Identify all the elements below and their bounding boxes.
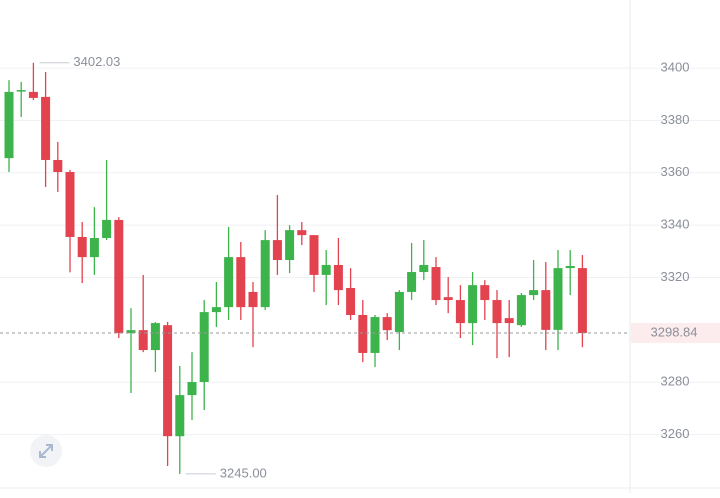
- candle-body: [370, 317, 380, 353]
- y-tick-label: 3380: [661, 112, 690, 127]
- candle-body: [77, 236, 87, 258]
- expand-icon[interactable]: [30, 435, 62, 467]
- candle-body: [199, 312, 209, 383]
- y-tick-label: 3320: [661, 269, 690, 284]
- candle-body: [211, 307, 221, 313]
- candle-body: [577, 268, 587, 334]
- candle-body: [150, 323, 160, 351]
- candle-body: [260, 240, 270, 308]
- y-tick-label: 3340: [661, 217, 690, 232]
- min-label: 3245.00: [220, 465, 267, 480]
- candle-body: [65, 172, 75, 237]
- candle-body: [516, 295, 526, 326]
- price-label-bg: [631, 322, 720, 343]
- candle-body: [541, 290, 551, 330]
- candle-body: [455, 300, 465, 324]
- candle-body: [346, 288, 356, 315]
- candle-body: [175, 395, 185, 437]
- candle-body: [382, 317, 392, 331]
- candle-body: [236, 257, 246, 308]
- candle-body: [394, 291, 404, 332]
- candle-body: [248, 291, 258, 308]
- candle-body: [138, 330, 148, 351]
- candle-body: [321, 264, 331, 275]
- candle-body: [529, 290, 539, 296]
- candle-body: [407, 272, 417, 292]
- candle-body: [89, 238, 99, 258]
- candle-body: [285, 230, 295, 260]
- candle-body: [553, 268, 563, 330]
- candle-body: [126, 330, 136, 334]
- candle-body: [333, 264, 343, 291]
- candle-body: [4, 91, 14, 159]
- candle-body: [480, 285, 490, 301]
- candle-body: [163, 325, 173, 437]
- candle-body: [16, 90, 26, 92]
- candle-body: [224, 257, 234, 308]
- candle-body: [358, 314, 368, 353]
- candle-body: [272, 240, 282, 260]
- candle-body: [468, 285, 478, 324]
- max-label: 3402.03: [73, 54, 120, 69]
- candle-body: [419, 264, 429, 273]
- candle-body: [102, 219, 112, 239]
- price-label: 3298.84: [651, 324, 698, 339]
- candle-body: [504, 318, 514, 324]
- candle-body: [492, 300, 502, 324]
- candle-body: [297, 230, 307, 236]
- y-tick-label: 3260: [661, 426, 690, 441]
- y-tick-label: 3280: [661, 374, 690, 389]
- candle-body: [309, 235, 319, 275]
- candle-body: [443, 297, 453, 301]
- y-tick-label: 3400: [661, 60, 690, 75]
- y-tick-label: 3360: [661, 164, 690, 179]
- candle-body: [565, 266, 575, 269]
- candle-body: [41, 96, 51, 160]
- candle-body: [431, 267, 441, 301]
- candle-body: [187, 382, 197, 396]
- candle-body: [114, 219, 124, 334]
- candle-body: [53, 159, 63, 173]
- candle-body: [28, 91, 38, 98]
